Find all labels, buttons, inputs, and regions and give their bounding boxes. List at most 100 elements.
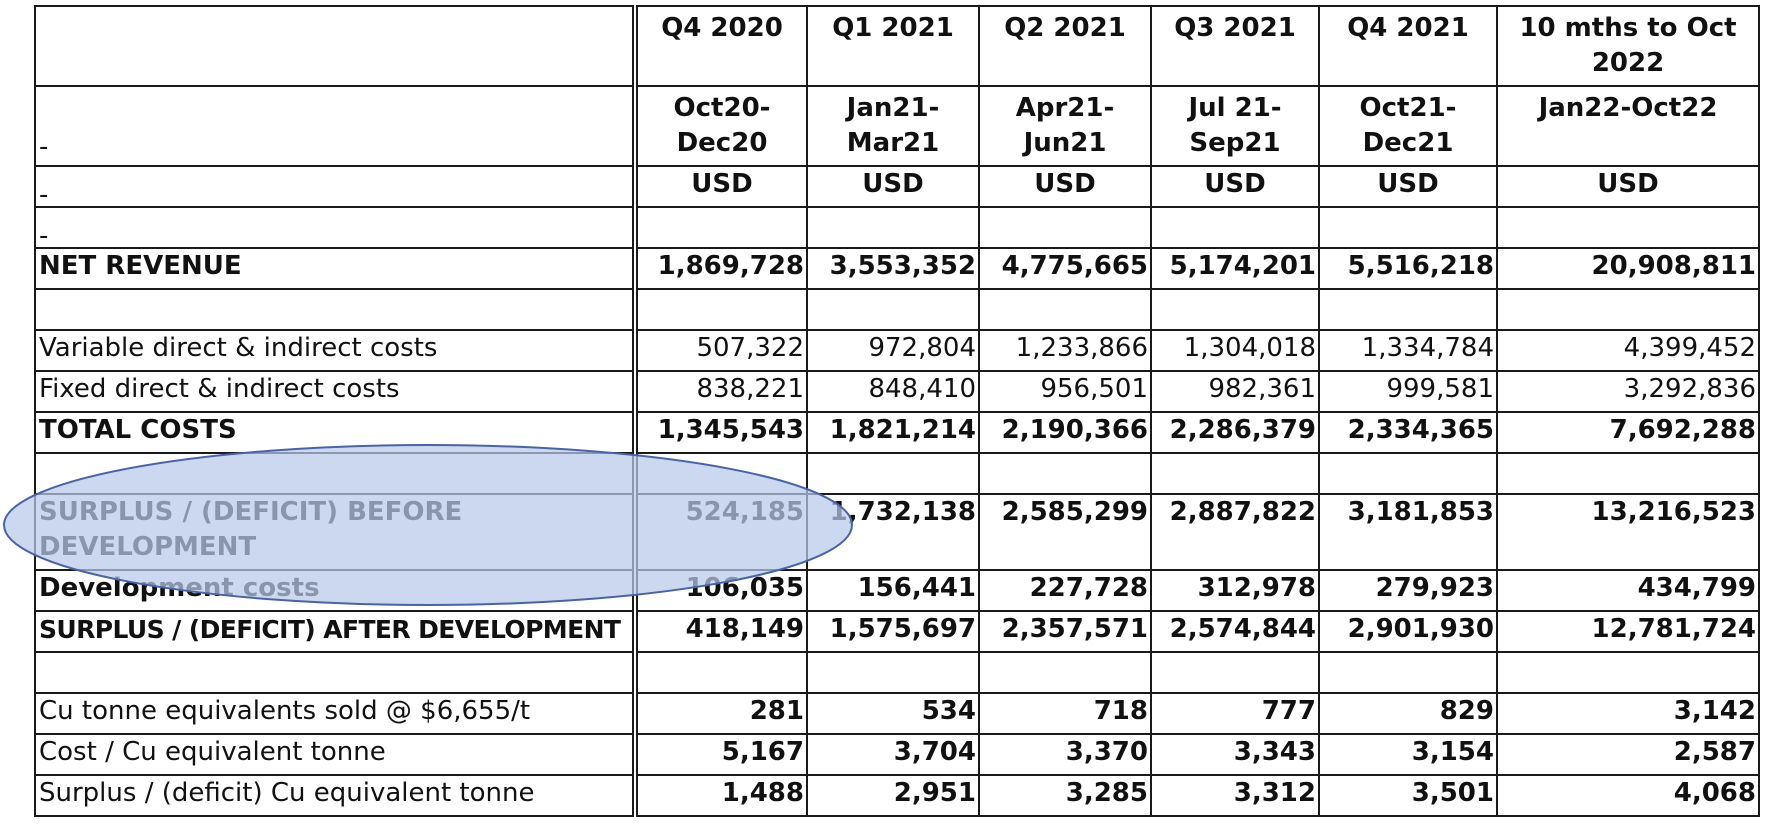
col-header-period: Jan22-Oct22 [1496, 85, 1760, 167]
value-cell: 3,181,853 [1318, 493, 1498, 571]
empty-cell [806, 651, 980, 694]
value-cell: 2,951 [806, 774, 980, 817]
table-row-cost-per-tonne: Cost / Cu equivalent tonne 5,167 3,704 3… [34, 733, 1760, 776]
col-header-currency: USD [806, 165, 980, 208]
col-header-quarter: Q1 2021 [806, 5, 980, 87]
empty-cell [1150, 651, 1320, 694]
value-cell: 982,361 [1150, 370, 1320, 413]
stray-mark: - [34, 85, 636, 167]
stray-mark: - [34, 206, 636, 249]
row-label: SURPLUS / (DEFICIT) AFTER DEVELOPMENT [34, 610, 636, 653]
col-header-currency: USD [978, 165, 1152, 208]
row-label: TOTAL COSTS [34, 411, 636, 454]
value-cell: 2,286,379 [1150, 411, 1320, 454]
value-cell: 829 [1318, 692, 1498, 735]
table-row-surplus-after-development: SURPLUS / (DEFICIT) AFTER DEVELOPMENT 41… [34, 610, 1760, 653]
value-cell: 1,821,214 [806, 411, 980, 454]
value-cell: 718 [978, 692, 1152, 735]
empty-cell [1318, 452, 1498, 495]
value-cell: 3,142 [1496, 692, 1760, 735]
empty-cell [1496, 288, 1760, 331]
row-label: Fixed direct & indirect costs [34, 370, 636, 413]
value-cell: 12,781,724 [1496, 610, 1760, 653]
value-cell: 3,343 [1150, 733, 1320, 776]
financial-table-sheet: Q4 2020 Q1 2021 Q2 2021 Q3 2021 Q4 2021 … [34, 5, 1760, 817]
row-label: Surplus / (deficit) Cu equivalent tonne [34, 774, 636, 817]
empty-cell [978, 651, 1152, 694]
row-label: SURPLUS / (DEFICIT) BEFORE DEVELOPMENT [34, 493, 636, 571]
value-cell: 227,728 [978, 569, 1152, 612]
value-cell: 3,704 [806, 733, 980, 776]
col-header-quarter: Q2 2021 [978, 5, 1152, 87]
empty-cell [978, 206, 1152, 249]
empty-cell [632, 206, 808, 249]
empty-cell [1496, 452, 1760, 495]
col-header-period: Oct21- Dec21 [1318, 85, 1498, 167]
value-cell: 3,154 [1318, 733, 1498, 776]
empty-cell [1150, 206, 1320, 249]
value-cell: 838,221 [632, 370, 808, 413]
value-cell: 106,035 [632, 569, 808, 612]
value-cell: 2,357,571 [978, 610, 1152, 653]
header-row-currency: - USD USD USD USD USD USD [34, 165, 1760, 208]
value-cell: 1,732,138 [806, 493, 980, 571]
col-header-currency: USD [1150, 165, 1320, 208]
value-cell: 2,585,299 [978, 493, 1152, 571]
row-label: Cost / Cu equivalent tonne [34, 733, 636, 776]
empty-cell [806, 206, 980, 249]
value-cell: 2,901,930 [1318, 610, 1498, 653]
empty-cell [1496, 206, 1760, 249]
empty-cell [632, 651, 808, 694]
header-row-quarters: Q4 2020 Q1 2021 Q2 2021 Q3 2021 Q4 2021 … [34, 5, 1760, 87]
value-cell: 4,399,452 [1496, 329, 1760, 372]
table-row-cu-tonnes-sold: Cu tonne equivalents sold @ $6,655/t 281… [34, 692, 1760, 735]
stray-mark: - [34, 165, 636, 208]
empty-cell [632, 288, 808, 331]
row-label: Cu tonne equivalents sold @ $6,655/t [34, 692, 636, 735]
col-header-quarter: Q4 2021 [1318, 5, 1498, 87]
col-header-period: Jul 21- Sep21 [1150, 85, 1320, 167]
table-row-surplus-before-development: SURPLUS / (DEFICIT) BEFORE DEVELOPMENT 5… [34, 493, 1760, 571]
empty-cell [806, 452, 980, 495]
value-cell: 3,553,352 [806, 247, 980, 290]
table-row-surplus-per-tonne: Surplus / (deficit) Cu equivalent tonne … [34, 774, 1760, 817]
empty-cell [1318, 651, 1498, 694]
col-header-currency: USD [1496, 165, 1760, 208]
value-cell: 534 [806, 692, 980, 735]
empty-cell [1150, 288, 1320, 331]
value-cell: 4,775,665 [978, 247, 1152, 290]
spacer-row: - [34, 206, 1760, 249]
col-header-currency: USD [632, 165, 808, 208]
value-cell: 3,285 [978, 774, 1152, 817]
value-cell: 1,233,866 [978, 329, 1152, 372]
header-corner-cell [34, 5, 636, 87]
value-cell: 2,587 [1496, 733, 1760, 776]
empty-cell [978, 288, 1152, 331]
empty-cell [1150, 452, 1320, 495]
financial-summary-table: Q4 2020 Q1 2021 Q2 2021 Q3 2021 Q4 2021 … [34, 5, 1760, 817]
value-cell: 972,804 [806, 329, 980, 372]
spacer-row [34, 452, 1760, 495]
value-cell: 1,334,784 [1318, 329, 1498, 372]
col-header-quarter: Q4 2020 [632, 5, 808, 87]
value-cell: 5,174,201 [1150, 247, 1320, 290]
value-cell: 999,581 [1318, 370, 1498, 413]
value-cell: 4,068 [1496, 774, 1760, 817]
empty-cell [1318, 206, 1498, 249]
value-cell: 279,923 [1318, 569, 1498, 612]
empty-cell [34, 452, 636, 495]
value-cell: 7,692,288 [1496, 411, 1760, 454]
table-row-net-revenue: NET REVENUE 1,869,728 3,553,352 4,775,66… [34, 247, 1760, 290]
value-cell: 507,322 [632, 329, 808, 372]
spacer-row [34, 288, 1760, 331]
value-cell: 2,574,844 [1150, 610, 1320, 653]
row-label: NET REVENUE [34, 247, 636, 290]
row-label: Variable direct & indirect costs [34, 329, 636, 372]
value-cell: 434,799 [1496, 569, 1760, 612]
value-cell: 13,216,523 [1496, 493, 1760, 571]
table-row-fixed-costs: Fixed direct & indirect costs 838,221 84… [34, 370, 1760, 413]
col-header-quarter: Q3 2021 [1150, 5, 1320, 87]
value-cell: 20,908,811 [1496, 247, 1760, 290]
value-cell: 3,370 [978, 733, 1152, 776]
value-cell: 1,869,728 [632, 247, 808, 290]
